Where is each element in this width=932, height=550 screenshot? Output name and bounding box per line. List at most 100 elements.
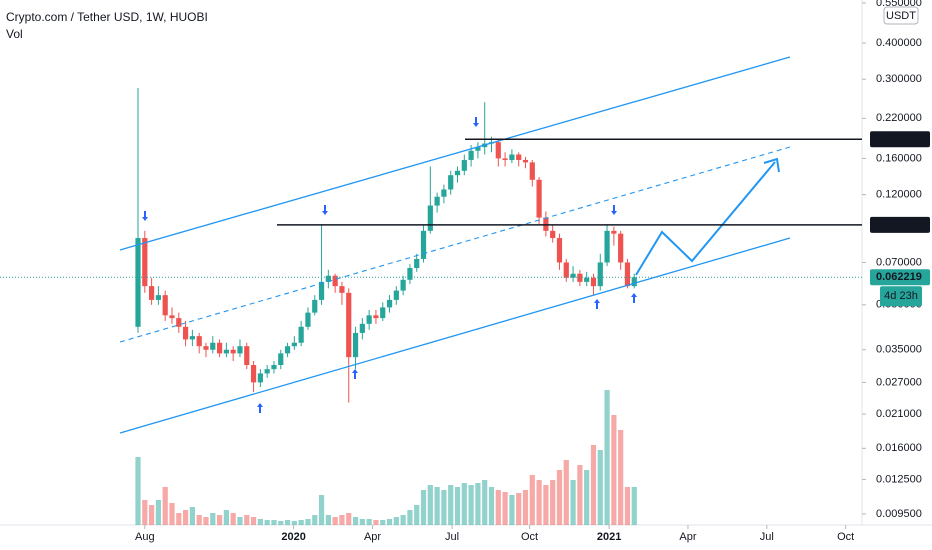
y-tick-label: 0.160000 — [876, 152, 922, 164]
candle-body — [563, 262, 569, 278]
volume-bar — [414, 505, 420, 525]
volume-bar — [590, 445, 597, 525]
countdown-box — [880, 286, 922, 307]
volume-bar — [454, 487, 461, 525]
x-tick-label: Jul — [760, 531, 774, 543]
candle-body — [142, 238, 148, 287]
arrow-down — [322, 205, 328, 215]
candle-body — [502, 158, 508, 160]
volume-bar — [210, 513, 216, 525]
volume-bar — [155, 500, 161, 525]
x-tick-label: Apr — [364, 531, 381, 543]
volume-bar — [223, 510, 229, 525]
x-tick-label: Aug — [135, 531, 155, 543]
volume-bar — [284, 520, 291, 525]
candle-body — [604, 230, 610, 263]
candle-body — [244, 346, 250, 366]
volume-bar — [550, 480, 556, 525]
candle-body — [475, 147, 481, 151]
candle-body — [223, 349, 229, 354]
volume-bar — [346, 513, 352, 525]
volume-bar — [318, 495, 325, 525]
volume-bar — [543, 485, 549, 525]
volume-bar — [244, 515, 250, 525]
candle-body — [454, 170, 461, 176]
candle-body — [155, 295, 161, 300]
volume-bar — [570, 480, 576, 525]
volume-bar — [332, 517, 338, 525]
candle-body — [278, 353, 284, 366]
arrow-up — [257, 403, 263, 413]
candle-body — [584, 277, 590, 282]
candle-body — [189, 336, 195, 340]
volume-bar — [427, 485, 433, 525]
candle-body — [176, 318, 182, 327]
volume-bar — [298, 520, 304, 525]
candle-body — [407, 267, 413, 280]
indicator-label: Vol — [6, 27, 23, 41]
y-tick-label: 0.021000 — [876, 408, 922, 420]
volume-bar — [230, 513, 236, 525]
drawings — [119, 56, 791, 434]
candle-body — [318, 281, 325, 300]
volume-bar — [516, 493, 522, 525]
currency-label: USDT — [886, 10, 916, 22]
y-tick-label: 0.400000 — [876, 37, 922, 49]
candle-body — [359, 323, 365, 333]
volume-bar — [563, 460, 569, 525]
level-label: 0.186346 — [876, 133, 922, 145]
candle-body — [196, 336, 202, 347]
volume-bar — [618, 430, 624, 525]
candle-body — [298, 326, 304, 343]
candle-body — [597, 262, 603, 287]
y-tick-label: 0.027000 — [876, 376, 922, 388]
candle-body — [325, 275, 331, 282]
candle-body — [577, 273, 583, 282]
volume-bar — [291, 521, 297, 525]
x-tick-label: 2020 — [281, 531, 305, 543]
arrow-up — [594, 299, 600, 309]
y-tick-label: 0.300000 — [876, 73, 922, 85]
candle-body — [366, 315, 372, 324]
candle-body — [495, 142, 501, 159]
volume-bar — [176, 513, 182, 525]
candle-body — [618, 233, 624, 263]
volume-bar — [529, 475, 535, 525]
candle-body — [556, 238, 563, 263]
volume-bar — [393, 517, 399, 525]
candle-body — [264, 369, 270, 374]
candle-body — [332, 275, 338, 287]
candle-body — [461, 159, 467, 171]
candle-body — [210, 342, 216, 350]
y-tick-label: 0.009500 — [876, 508, 922, 520]
candle-body — [305, 312, 311, 327]
volume-bar — [148, 505, 155, 525]
candle-body — [536, 179, 542, 218]
volume-bar — [216, 515, 223, 525]
volume-bar — [352, 517, 359, 525]
chart-title: Crypto.com / Tether USD, 1W, HUOBI — [6, 10, 208, 24]
volume-bar — [407, 510, 413, 525]
candle-body — [291, 342, 297, 347]
y-tick-label: 0.012500 — [876, 473, 922, 485]
level-label-box — [870, 131, 930, 148]
volume-bar — [312, 515, 318, 525]
volume-bar — [604, 390, 610, 525]
candle-body — [624, 262, 631, 287]
volume-bar — [468, 485, 474, 525]
candle-body — [312, 299, 318, 313]
candle-body — [529, 162, 535, 180]
candle-body — [386, 299, 393, 308]
volume-bar — [325, 515, 331, 525]
arrow-down — [473, 117, 479, 127]
volume-bar — [488, 487, 495, 525]
volume-bar — [522, 490, 529, 525]
candle-body — [631, 277, 637, 287]
x-tick-label: Jul — [445, 531, 459, 543]
volume-bar — [359, 519, 365, 525]
volume-bar — [509, 495, 515, 525]
volume-bar — [536, 480, 542, 525]
volume-bar — [366, 519, 372, 525]
